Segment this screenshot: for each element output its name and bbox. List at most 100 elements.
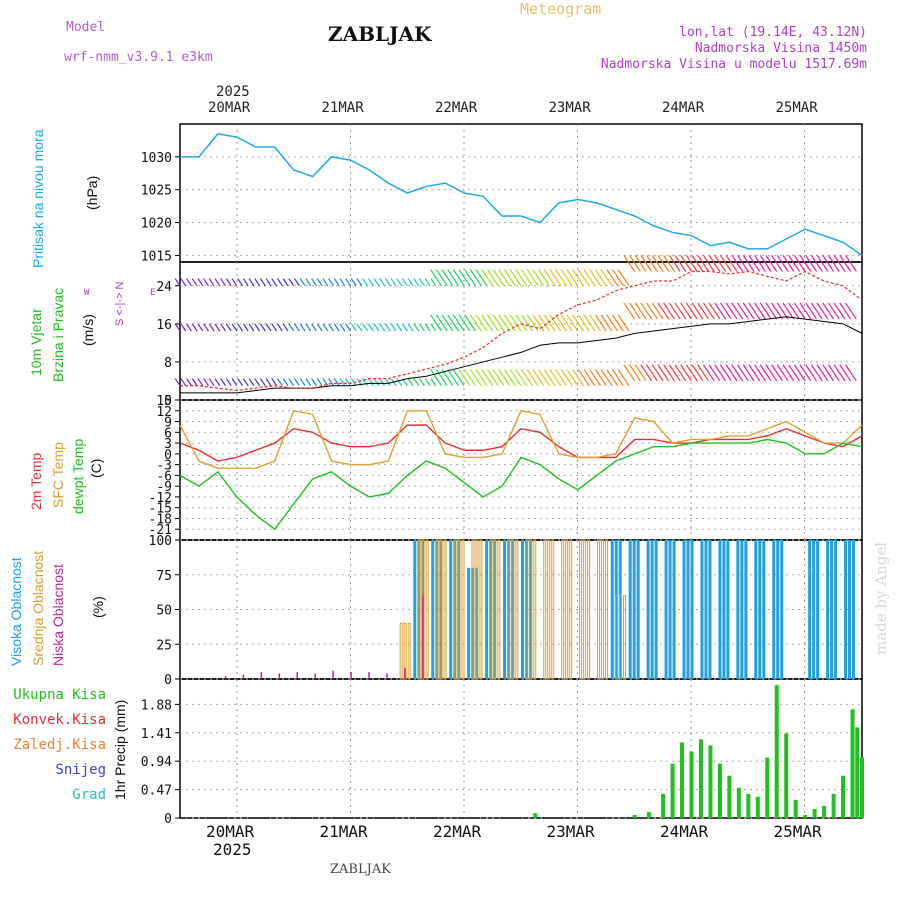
wind-barb <box>629 254 641 272</box>
cloud-high-bar <box>686 540 690 679</box>
y-tick-label: 3 <box>164 437 172 452</box>
wind-barb <box>538 269 550 287</box>
y-tick-label: 24 <box>156 280 172 295</box>
wind-barb <box>822 364 835 382</box>
wind-barb <box>549 269 562 287</box>
top-date-label: 21MAR <box>321 100 364 116</box>
wind-barb <box>435 269 448 287</box>
wind-barb <box>197 323 204 332</box>
wind-barb <box>498 369 511 387</box>
wind-barb <box>203 323 209 332</box>
wind-barb <box>657 364 670 382</box>
bottom-date-label: 23MAR <box>546 822 595 841</box>
wind-barb <box>543 369 556 387</box>
wind-barb <box>788 254 800 272</box>
top-date-label: 23MAR <box>548 100 591 116</box>
wind-barb <box>316 323 323 332</box>
wind-barb <box>612 314 624 332</box>
y-tick-label: 6 <box>164 426 172 441</box>
wind-barb <box>345 278 351 287</box>
y-tick-label: 1.88 <box>141 698 172 713</box>
wind-barb <box>702 254 715 272</box>
precip-legend-conv: Konvek.Kisa <box>13 712 106 728</box>
wind-barb <box>208 378 215 387</box>
cloud-high-bar <box>431 540 435 679</box>
cloud-mid-bar <box>471 539 475 680</box>
wind-barb <box>288 323 295 332</box>
y-tick-label: -15 <box>149 502 172 517</box>
wind-barb <box>646 364 658 382</box>
cloud-mid-bar <box>529 539 533 680</box>
wind-barb <box>799 254 812 272</box>
wind-barb <box>248 378 255 387</box>
wind-barb <box>458 369 471 387</box>
cloud-mid-bar <box>561 539 565 680</box>
wind-barb <box>277 378 283 387</box>
wind-barb <box>259 323 266 332</box>
wind-barb <box>430 323 437 332</box>
wind-barb <box>208 278 215 287</box>
wind-barb <box>214 323 221 332</box>
cloud-mid-bar <box>511 539 515 680</box>
wind-barb <box>833 364 846 382</box>
wind-barb <box>657 302 670 320</box>
cloud-mid-bar <box>515 539 519 680</box>
cloud-high-bar <box>435 540 439 679</box>
wind-barb <box>231 378 238 387</box>
cloud-high-bar <box>525 540 528 679</box>
wind-barb <box>441 269 454 287</box>
wind-barb <box>305 323 312 332</box>
cloud-high-bar <box>614 540 618 679</box>
cloud-high-bar <box>654 540 658 679</box>
cloud-mid-bar <box>547 539 551 680</box>
wind-barb <box>242 323 249 332</box>
wind-barb <box>737 364 749 382</box>
wind-barb <box>833 302 846 320</box>
wind-barb <box>379 323 386 332</box>
wind-barb <box>600 269 613 287</box>
wind-barb <box>316 278 323 287</box>
precip-bar <box>698 739 703 818</box>
model-elevation-label: Nadmorska Visina u modelu 1517.69m <box>600 57 867 72</box>
wind-barb <box>589 369 602 387</box>
wind-barb <box>282 378 289 387</box>
wind-barb <box>231 323 238 332</box>
precip-bar <box>708 745 713 818</box>
cloud-high-bar <box>726 540 730 679</box>
wind-barb <box>532 269 545 287</box>
bottom-date-label: 22MAR <box>433 822 482 841</box>
wind-barb <box>640 364 653 382</box>
wind-barb <box>765 364 778 382</box>
wind-barb <box>612 369 624 387</box>
cloud-high-bar <box>740 540 744 679</box>
wind-barb <box>589 314 602 332</box>
wind-barb <box>691 364 704 382</box>
wind-barb <box>742 302 755 320</box>
wind-barb <box>731 302 744 320</box>
wind-barb <box>350 323 357 332</box>
coords-label: lon,lat (19.14E, 43.12N) <box>679 25 867 40</box>
wind-barb <box>174 278 181 287</box>
wind-barb <box>242 378 249 387</box>
wind-barb <box>833 254 846 272</box>
y-tick-label: 8 <box>164 356 172 371</box>
cloud-high-bar <box>439 540 443 679</box>
wind-barb <box>771 364 783 382</box>
precip-bar <box>661 793 666 818</box>
y-tick-label: 0 <box>164 448 172 463</box>
wind-barb <box>680 254 692 272</box>
wind-barb <box>294 278 300 287</box>
bottom-date-label: 25MAR <box>773 822 822 841</box>
wind-barb <box>396 378 403 387</box>
wind-barb <box>208 323 215 332</box>
cloud-high-bar <box>449 540 453 679</box>
wind-barb <box>691 254 704 272</box>
wind-barb <box>225 278 232 287</box>
panel-frame-0 <box>179 123 863 263</box>
wind-barb <box>469 369 482 387</box>
wind-barb <box>646 302 658 320</box>
wind-barb <box>271 323 278 332</box>
wind-barb <box>311 323 317 332</box>
y-tick-label: 1025 <box>141 184 172 199</box>
wind-barb <box>430 269 442 287</box>
